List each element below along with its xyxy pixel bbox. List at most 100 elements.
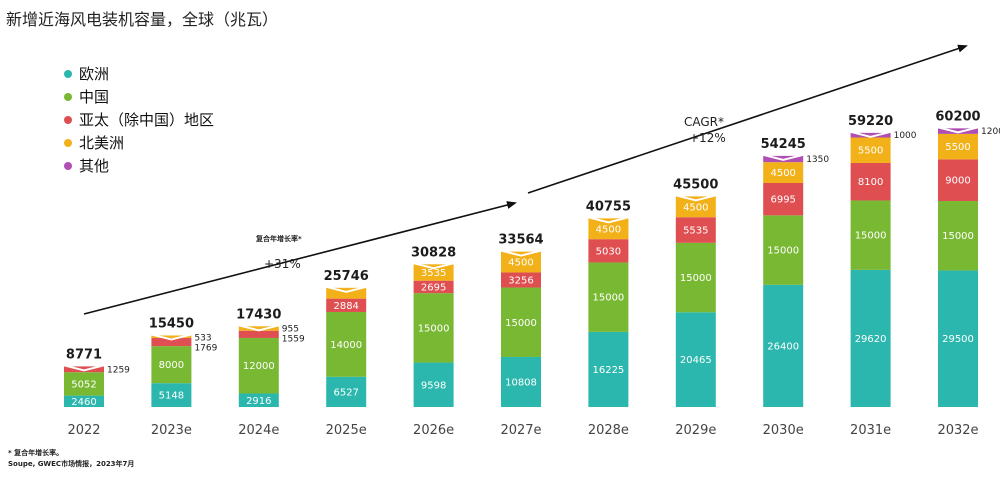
bar-segment-europe bbox=[151, 383, 192, 407]
segment-label-china: 14000 bbox=[330, 340, 362, 351]
side-label: 1259 bbox=[107, 365, 130, 375]
bar-segment-apac bbox=[238, 330, 279, 338]
side-label: 1350 bbox=[806, 155, 829, 165]
segment-label-europe: 29500 bbox=[942, 334, 974, 345]
legend-item-other: 其他 bbox=[64, 154, 214, 177]
segment-label-europe: 2916 bbox=[246, 396, 271, 407]
bar-top-notch bbox=[675, 194, 716, 202]
segment-label-north-america: 5500 bbox=[858, 146, 883, 157]
x-tick-label: 2026e bbox=[413, 423, 454, 438]
bar-segment-china bbox=[413, 293, 454, 363]
x-tick-label: 2031e bbox=[850, 423, 891, 438]
bar-top-notch bbox=[238, 324, 279, 332]
segment-label-north-america: 4500 bbox=[596, 224, 621, 235]
bar-segment-apac bbox=[413, 280, 454, 294]
segment-label-europe: 10808 bbox=[505, 377, 537, 388]
bar-segment-china bbox=[675, 242, 716, 313]
bar-top-notch bbox=[501, 249, 541, 257]
side-label: 955 bbox=[282, 324, 299, 334]
bar-segment-north-america bbox=[675, 196, 716, 218]
segment-label-europe: 16225 bbox=[592, 365, 624, 376]
x-tick-label: 2032e bbox=[937, 423, 978, 438]
bar-segment-apac bbox=[763, 182, 804, 216]
bar-segment-europe bbox=[763, 284, 804, 407]
side-label: 533 bbox=[194, 333, 211, 343]
bar-segment-north-america bbox=[588, 218, 629, 240]
segment-label-europe: 20465 bbox=[680, 355, 712, 366]
chart-title: 新增近海风电装机容量，全球（兆瓦） bbox=[6, 10, 279, 29]
segment-label-china: 15000 bbox=[855, 231, 887, 242]
legend-dot-europe bbox=[64, 69, 72, 78]
legend-label: 中国 bbox=[79, 88, 110, 106]
footnote-line: * 复合年增长率。 bbox=[8, 449, 64, 457]
bar-top-notch bbox=[850, 130, 891, 138]
bar-segment-europe bbox=[675, 312, 716, 407]
legend-label: 欧洲 bbox=[79, 65, 110, 83]
bar-segment-apac bbox=[501, 272, 541, 288]
legend-item-apac: 亚太（除中国）地区 bbox=[64, 108, 214, 131]
bar-segment-apac bbox=[588, 239, 629, 263]
bar-segment-china bbox=[850, 200, 891, 270]
side-label: 1769 bbox=[194, 343, 217, 353]
bar-segment-north-america bbox=[850, 137, 891, 163]
segment-label-europe: 5148 bbox=[159, 391, 184, 402]
bar-segment-china bbox=[238, 337, 279, 394]
segment-label-north-america: 3535 bbox=[421, 268, 446, 279]
x-tick-label: 2022 bbox=[67, 423, 100, 438]
bar-segment-north-america bbox=[413, 264, 454, 281]
segment-label-china: 5052 bbox=[71, 379, 96, 390]
bar-segment-europe bbox=[588, 331, 629, 407]
bars-layer bbox=[64, 126, 978, 407]
bar-segment-apac bbox=[675, 217, 716, 243]
legend-label: 亚太（除中国）地区 bbox=[79, 111, 215, 129]
x-tick-label: 2024e bbox=[238, 423, 279, 438]
x-tick-label: 2025e bbox=[326, 423, 367, 438]
bar-top-notch bbox=[588, 216, 629, 224]
bar-segment-china bbox=[938, 201, 978, 271]
bar-segment-china bbox=[763, 215, 804, 285]
segment-label-apac: 8100 bbox=[858, 177, 883, 188]
bar-segment-china bbox=[326, 311, 367, 377]
total-label: 60200 bbox=[935, 109, 980, 124]
segment-label-apac: 2884 bbox=[333, 301, 358, 312]
segment-label-europe: 29620 bbox=[855, 334, 887, 345]
segment-label-apac: 5535 bbox=[683, 226, 708, 237]
segment-label-apac: 9000 bbox=[945, 176, 970, 187]
legend-item-china: 中国 bbox=[64, 85, 214, 108]
segment-label-apac: 2695 bbox=[421, 282, 446, 293]
legend-dot-other bbox=[64, 161, 72, 170]
bar-segment-europe bbox=[238, 393, 279, 407]
legend-label: 其他 bbox=[79, 157, 110, 175]
total-label: 15450 bbox=[149, 316, 194, 331]
bar-segment-china bbox=[588, 262, 629, 332]
legend-item-europe: 欧洲 bbox=[64, 62, 214, 85]
x-tick-label: 2029e bbox=[675, 423, 716, 438]
bar-segment-europe bbox=[64, 395, 104, 407]
bar-segment-europe bbox=[413, 362, 454, 407]
segment-label-europe: 26400 bbox=[767, 341, 799, 352]
total-label: 8771 bbox=[66, 347, 102, 362]
bar-segment-apac bbox=[850, 162, 891, 201]
bar-segment-north-america bbox=[151, 335, 192, 338]
segment-label-europe: 9598 bbox=[421, 380, 446, 391]
segment-label-apac: 6995 bbox=[770, 195, 795, 206]
total-label: 25746 bbox=[324, 269, 369, 284]
segment-label-north-america: 4500 bbox=[508, 258, 533, 269]
x-tick-label: 2030e bbox=[763, 423, 804, 438]
bar-segment-china bbox=[501, 287, 541, 357]
growth-arrow-1 bbox=[83, 201, 517, 315]
bar-segment-north-america bbox=[326, 287, 367, 299]
total-label: 45500 bbox=[673, 177, 718, 192]
legend: 欧洲 中国 亚太（除中国）地区 北美洲 其他 bbox=[64, 62, 214, 177]
bar-top-notch bbox=[763, 153, 804, 161]
bar-segment-north-america bbox=[238, 326, 279, 331]
growth-arrow-2 bbox=[527, 44, 968, 194]
cagr-value-1: +31% bbox=[264, 257, 301, 271]
bar-top-notch bbox=[326, 285, 367, 293]
x-tick-label: 2027e bbox=[500, 423, 541, 438]
segment-label-china: 15000 bbox=[942, 231, 974, 242]
segment-label-china: 15000 bbox=[592, 293, 624, 304]
segment-label-europe: 6527 bbox=[333, 387, 358, 398]
segment-label-north-america: 4500 bbox=[770, 168, 795, 179]
